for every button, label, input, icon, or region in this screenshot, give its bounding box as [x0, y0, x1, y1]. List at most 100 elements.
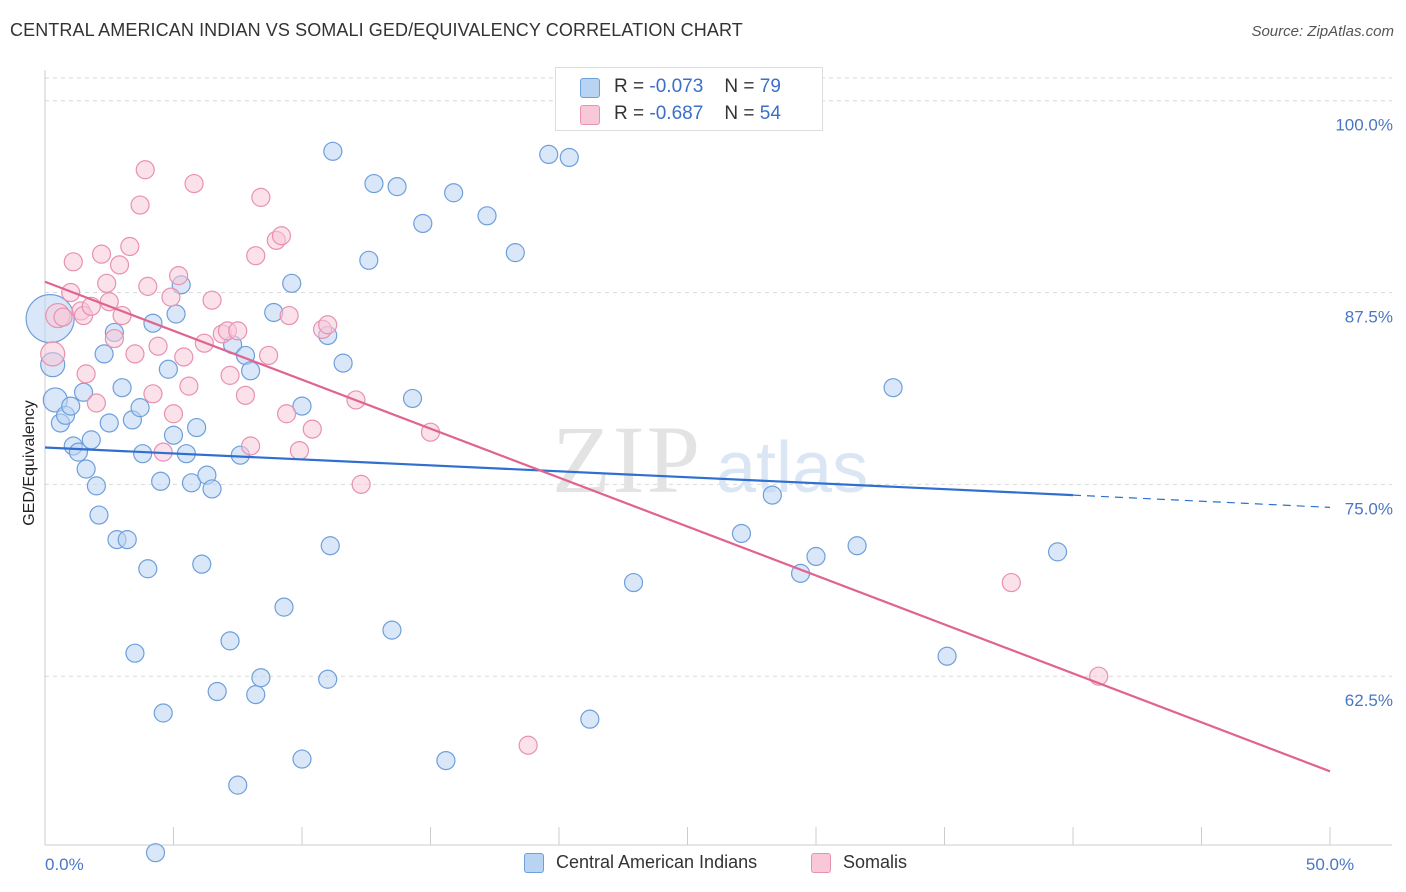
point-somalis-34: [220, 365, 240, 385]
point-central-american-indians-44: [241, 361, 261, 381]
r-value-blue: -0.073: [649, 76, 704, 97]
point-central-american-indians-26: [151, 471, 171, 491]
point-central-american-indians-27: [153, 703, 173, 723]
point-central-american-indians-8: [73, 382, 94, 402]
point-central-american-indians-45: [246, 685, 266, 705]
legend-text-pink: R = -0.687 N = 54: [614, 103, 781, 124]
legend-swatch-blue-bottom: [524, 853, 544, 873]
point-central-american-indians-7: [68, 442, 89, 462]
point-somalis-50: [351, 474, 371, 494]
point-somalis-37: [241, 436, 261, 456]
x-tick-label-1: 50.0%: [1306, 855, 1354, 874]
point-somalis-9: [86, 393, 107, 413]
point-central-american-indians-11: [86, 476, 107, 496]
point-somalis-17: [125, 344, 145, 364]
point-central-american-indians-5: [61, 396, 81, 416]
point-central-american-indians-41: [228, 775, 248, 795]
watermark-atlas: atlas: [716, 428, 868, 508]
point-somalis-26: [169, 266, 189, 286]
y-tick-label-0: 62.5%: [1345, 691, 1393, 710]
point-central-american-indians-37: [202, 479, 222, 499]
point-somalis-13: [104, 328, 124, 349]
point-central-american-indians-75: [847, 536, 867, 556]
point-central-american-indians-76: [883, 378, 903, 398]
point-central-american-indians-56: [333, 353, 353, 373]
n-value-pink: 54: [759, 103, 781, 124]
point-somalis-42: [271, 226, 292, 246]
point-somalis-31: [202, 290, 222, 310]
watermark-zip: ZIP: [552, 406, 702, 513]
point-central-american-indians-48: [274, 597, 294, 617]
point-somalis-22: [148, 336, 168, 356]
point-central-american-indians-74: [806, 546, 826, 567]
correlation-legend: R = -0.073 N = 79 R = -0.687 N = 54: [555, 67, 823, 131]
point-somalis-11: [97, 273, 117, 293]
point-central-american-indians-22: [133, 444, 153, 464]
point-central-american-indians-38: [207, 681, 227, 702]
point-somalis-27: [174, 347, 194, 367]
point-somalis-46: [302, 419, 322, 439]
point-somalis-19: [135, 160, 155, 180]
y-tick-label-3: 100.0%: [1335, 116, 1393, 135]
point-somalis-24: [161, 287, 181, 307]
point-somalis-38: [246, 246, 266, 266]
regression-line-somalis: [44, 280, 1331, 773]
point-central-american-indians-14: [99, 413, 119, 433]
y-tick-label-1: 75.0%: [1345, 499, 1393, 518]
point-central-american-indians-29: [163, 425, 184, 445]
point-somalis-39: [251, 187, 271, 207]
point-central-american-indians-70: [623, 572, 644, 593]
point-central-american-indians-12: [89, 505, 109, 525]
point-central-american-indians-33: [181, 473, 202, 493]
point-central-american-indians-10: [81, 430, 101, 450]
point-central-american-indians-13: [94, 344, 114, 364]
point-central-american-indians-23: [138, 559, 158, 579]
point-somalis-20: [138, 276, 158, 296]
point-somalis-36: [235, 385, 256, 405]
point-central-american-indians-20: [125, 643, 145, 663]
r-value-pink: -0.687: [649, 103, 704, 124]
point-central-american-indians-65: [477, 206, 497, 226]
point-central-american-indians-28: [158, 359, 178, 379]
point-somalis-52: [518, 735, 538, 755]
axes-layer: [44, 70, 1392, 846]
point-central-american-indians-58: [364, 173, 384, 194]
point-central-american-indians-69: [580, 709, 600, 729]
point-somalis-28: [179, 376, 199, 396]
point-central-american-indians-51: [292, 396, 312, 416]
point-central-american-indians-62: [413, 213, 433, 234]
point-somalis-14: [109, 255, 130, 275]
watermark: ZIP atlas: [552, 406, 868, 513]
point-somalis-25: [163, 404, 184, 424]
point-somalis-53: [1001, 572, 1021, 593]
n-value-blue: 79: [759, 76, 781, 97]
legend-swatch-blue: [580, 78, 600, 98]
point-central-american-indians-47: [264, 302, 284, 323]
point-somalis-0: [40, 341, 66, 367]
point-central-american-indians-54: [320, 536, 340, 556]
point-somalis-43: [276, 404, 297, 424]
point-central-american-indians-50: [292, 749, 312, 769]
point-somalis-7: [76, 364, 96, 384]
y-tick-label-2: 87.5%: [1345, 308, 1393, 327]
point-central-american-indians-63: [436, 750, 456, 771]
source-label: Source: ZipAtlas.com: [1251, 23, 1394, 40]
point-central-american-indians-18: [117, 530, 137, 550]
point-central-american-indians-39: [220, 631, 240, 651]
regression-line-central-american-indians: [44, 446, 1074, 497]
point-somalis-35: [228, 321, 248, 341]
x-tick-label-0: 0.0%: [45, 855, 84, 874]
point-central-american-indians-49: [282, 273, 302, 293]
point-central-american-indians-46: [251, 668, 271, 688]
point-central-american-indians-55: [323, 141, 343, 161]
point-central-american-indians-25: [145, 843, 166, 863]
point-somalis-4: [63, 252, 83, 272]
point-central-american-indians-9: [76, 459, 96, 479]
tick-labels: 62.5% 75.0% 87.5% 100.0% 0.0% 50.0%: [45, 116, 1393, 874]
legend-text-blue: R = -0.073 N = 79: [614, 76, 781, 97]
point-somalis-18: [130, 195, 150, 215]
legend-label-somalis: Somalis: [843, 852, 908, 872]
point-central-american-indians-61: [402, 388, 423, 409]
point-central-american-indians-64: [444, 183, 464, 203]
